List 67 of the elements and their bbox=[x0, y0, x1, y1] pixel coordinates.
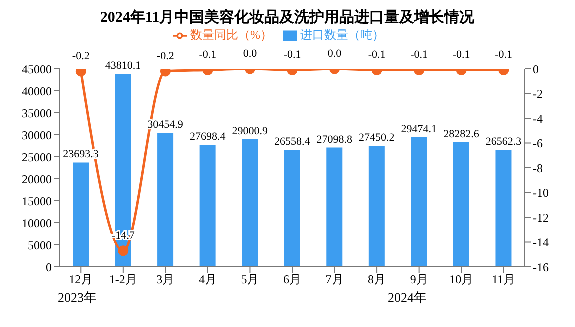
x-tick-label: 5月 bbox=[241, 272, 260, 287]
data-label: 0.0 bbox=[243, 48, 258, 60]
text: 2024年 bbox=[388, 289, 427, 307]
bar bbox=[158, 133, 174, 267]
data-label: -0.1 bbox=[368, 49, 386, 62]
point bbox=[160, 69, 171, 77]
x-tick-label: 8月 bbox=[368, 272, 386, 287]
bar bbox=[284, 150, 300, 267]
legend-label: 进口数量（吨） bbox=[300, 28, 384, 42]
x-tick-label: 9月 bbox=[410, 272, 428, 287]
data-label: 29474.1 bbox=[401, 123, 438, 136]
y2-tick-label: -14 bbox=[533, 236, 549, 250]
y2-tick-label: 0 bbox=[533, 62, 539, 76]
x-tick-label: 4月 bbox=[198, 272, 217, 287]
y2-tick-label: -16 bbox=[533, 260, 549, 274]
x-tick-label: 6月 bbox=[284, 272, 302, 287]
point bbox=[76, 69, 86, 77]
data-label: 27698.4 bbox=[190, 131, 226, 144]
y-tick-label: 0 bbox=[46, 260, 52, 274]
text: 2023年 bbox=[58, 289, 97, 307]
y-tick-label: 45000 bbox=[22, 62, 52, 76]
y2-tick-label: -12 bbox=[533, 210, 549, 225]
data-label: -0.2 bbox=[156, 50, 174, 62]
y-tick-label: 40000 bbox=[22, 84, 52, 98]
data-label: -0.1 bbox=[495, 49, 513, 62]
y-tick-label: 35000 bbox=[22, 106, 52, 120]
y-tick-label: 20000 bbox=[22, 172, 52, 186]
data-label: -0.1 bbox=[452, 49, 470, 62]
data-label: -0.1 bbox=[284, 49, 302, 62]
data-label: 26562.3 bbox=[486, 136, 522, 148]
data-label: 27450.2 bbox=[359, 132, 395, 144]
y-tick-label: 10000 bbox=[22, 216, 52, 230]
y2-tick-label: -8 bbox=[533, 161, 543, 176]
y-tick-label: 5000 bbox=[28, 238, 52, 252]
data-label: 28282.6 bbox=[444, 128, 480, 141]
point bbox=[118, 246, 129, 256]
data-label: -0.1 bbox=[199, 49, 217, 62]
y-tick-label: 15000 bbox=[22, 194, 52, 208]
bar bbox=[411, 137, 428, 267]
x-tick-label: 3月 bbox=[156, 272, 175, 287]
x-tick-label: 12月 bbox=[69, 272, 94, 287]
bar bbox=[242, 139, 258, 267]
data-label: 27098.8 bbox=[316, 134, 354, 146]
data-label: 26558.4 bbox=[274, 136, 311, 148]
x-tick-label: 7月 bbox=[326, 272, 344, 287]
data-label: 29000.9 bbox=[232, 125, 268, 138]
y-tick-label: 30000 bbox=[22, 128, 52, 142]
y2-tick-label: -10 bbox=[533, 186, 549, 200]
y2-tick-label: -6 bbox=[533, 136, 543, 151]
data-label: -0.1 bbox=[410, 49, 428, 62]
x-tick-label: 1-2月 bbox=[109, 272, 138, 287]
data-label: 43810.1 bbox=[105, 60, 142, 72]
bar bbox=[326, 148, 343, 267]
bar bbox=[453, 142, 470, 267]
x-tick-label: 11月 bbox=[492, 272, 516, 287]
bar bbox=[200, 145, 216, 267]
data-label: -0.2 bbox=[72, 50, 90, 62]
bar bbox=[73, 162, 89, 267]
bar bbox=[368, 146, 385, 267]
x-tick-label: 10月 bbox=[450, 272, 474, 287]
y2-tick-label: -2 bbox=[533, 87, 543, 102]
bar bbox=[496, 150, 512, 267]
chart-title: 2024年11月中国美容化妆品及洗护用品进口量及增长情况 bbox=[99, 8, 476, 27]
legend-label: 数量同比（%） bbox=[190, 28, 272, 42]
y2-tick-label: -4 bbox=[533, 112, 543, 126]
y-tick-label: 25000 bbox=[22, 150, 52, 164]
data-label: 0.0 bbox=[328, 48, 342, 60]
